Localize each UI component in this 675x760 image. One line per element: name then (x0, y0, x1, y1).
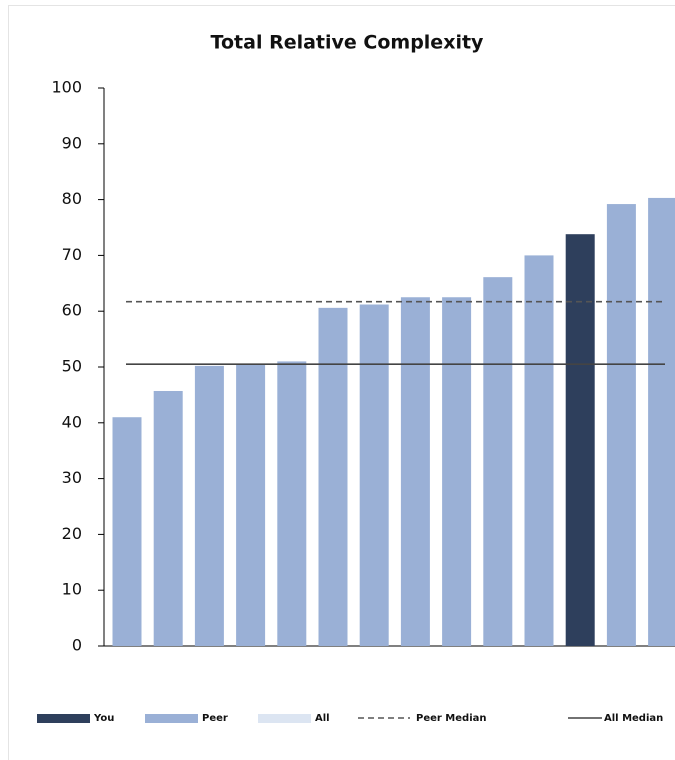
y-tick-label: 20 (62, 524, 82, 543)
y-tick-label: 30 (62, 468, 82, 487)
chart-title: Total Relative Complexity (211, 32, 484, 54)
y-tick-label: 60 (62, 301, 82, 320)
bar (483, 277, 513, 646)
y-tick-label: 10 (62, 580, 82, 599)
y-tick-label: 70 (62, 245, 82, 264)
bar (442, 297, 472, 646)
y-tick-label: 40 (62, 412, 82, 431)
bar (648, 197, 675, 646)
bar (359, 304, 389, 646)
y-tick-label: 90 (62, 133, 82, 152)
legend-label: You (93, 713, 114, 724)
bar (112, 417, 142, 646)
frame (8, 5, 675, 760)
y-tick-label: 50 (62, 357, 82, 376)
bar (400, 297, 430, 646)
bar (153, 390, 183, 646)
legend-label: All (315, 713, 330, 724)
bar (277, 361, 307, 646)
legend-label: Peer Median (416, 713, 487, 724)
y-tick-label: 80 (62, 189, 82, 208)
y-tick-label: 100 (51, 78, 82, 97)
legend-label: All Median (604, 713, 663, 724)
bar (565, 234, 595, 647)
bar (236, 364, 266, 646)
bar (606, 204, 636, 646)
legend-swatch (145, 714, 198, 723)
bar (194, 365, 224, 646)
bar (524, 255, 554, 646)
bar (318, 307, 348, 646)
y-tick-label: 0 (72, 636, 82, 655)
legend-swatch (258, 714, 311, 723)
legend-label: Peer (202, 713, 228, 724)
legend-swatch (37, 714, 90, 723)
